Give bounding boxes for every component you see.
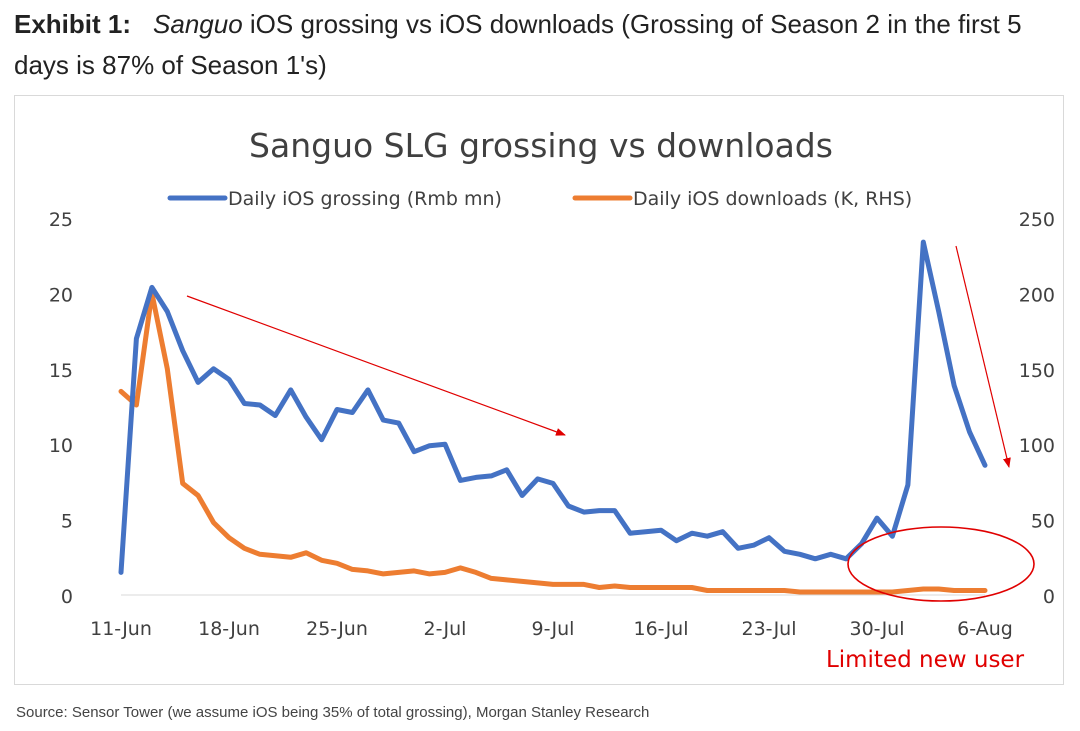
annotations: Limited new user bbox=[186, 245, 1035, 673]
source-note: Source: Sensor Tower (we assume iOS bein… bbox=[16, 704, 650, 721]
x-tick-label: 6-Aug bbox=[957, 618, 1013, 640]
y-left-tick-label: 20 bbox=[49, 284, 73, 306]
chart-frame: Sanguo SLG grossing vs downloads Daily i… bbox=[14, 95, 1064, 685]
legend-label: Daily iOS grossing (Rmb mn) bbox=[228, 188, 502, 210]
downtrend-arrow bbox=[186, 295, 566, 436]
y-left-tick-label: 15 bbox=[49, 360, 73, 382]
x-tick-label: 11-Jun bbox=[90, 618, 152, 640]
x-tick-label: 18-Jun bbox=[198, 618, 260, 640]
x-tick-label: 30-Jul bbox=[849, 618, 904, 640]
exhibit-title: Exhibit 1: Sanguo iOS grossing vs iOS dow… bbox=[14, 4, 1064, 86]
y-left-tick-label: 5 bbox=[61, 511, 73, 533]
x-tick-label: 2-Jul bbox=[424, 618, 467, 640]
series-layer bbox=[118, 239, 988, 595]
chart: Sanguo SLG grossing vs downloads Daily i… bbox=[49, 126, 1055, 673]
y-right-tick-label: 50 bbox=[1031, 511, 1055, 533]
exhibit-title-text: iOS grossing vs iOS downloads (Grossing … bbox=[14, 9, 1022, 80]
y-right-tick-label: 250 bbox=[1019, 209, 1055, 231]
legend: Daily iOS grossing (Rmb mn) Daily iOS dow… bbox=[167, 188, 912, 210]
y-right-tick-label: 200 bbox=[1019, 284, 1055, 306]
series-line-downloads bbox=[118, 290, 988, 595]
legend-label: Daily iOS downloads (K, RHS) bbox=[633, 188, 912, 210]
y-right-tick-label: 150 bbox=[1019, 360, 1055, 382]
series-line-grossing bbox=[118, 239, 988, 575]
y-left-tick-label: 25 bbox=[49, 209, 73, 231]
y-left-tick-label: 10 bbox=[49, 435, 73, 457]
y-left-tick-label: 0 bbox=[61, 586, 73, 608]
limited-new-user-circle bbox=[847, 526, 1035, 602]
x-tick-label: 9-Jul bbox=[532, 618, 575, 640]
x-tick-label: 16-Jul bbox=[633, 618, 688, 640]
exhibit-title-italic: Sanguo bbox=[153, 9, 243, 39]
x-tick-label: 23-Jul bbox=[741, 618, 796, 640]
exhibit-label: Exhibit 1: bbox=[14, 9, 132, 39]
y-right-tick-label: 0 bbox=[1043, 586, 1055, 608]
x-tick-label: 25-Jun bbox=[306, 618, 368, 640]
limited-new-user-label: Limited new user bbox=[826, 647, 1025, 673]
chart-title: Sanguo SLG grossing vs downloads bbox=[249, 126, 833, 165]
season2-decline-arrow bbox=[955, 245, 1011, 468]
y-right-tick-label: 100 bbox=[1019, 435, 1055, 457]
